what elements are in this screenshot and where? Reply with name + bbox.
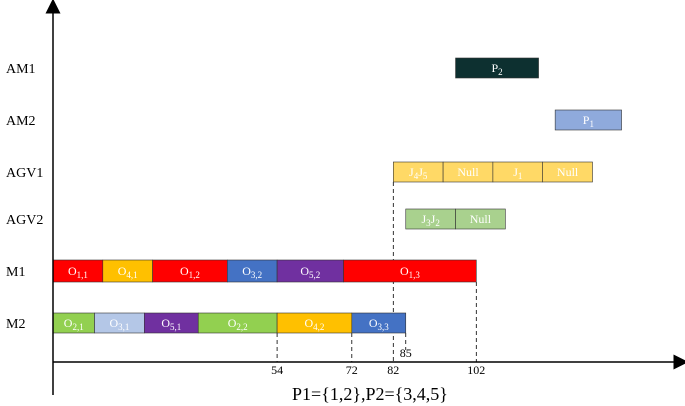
task-bars: O1,1 O4,1 O1,2 O3,2 O5,2 O1,3 O2,1 O3,1 O5,1 O2,2… bbox=[52, 57, 622, 334]
tick-label: 102 bbox=[467, 363, 485, 377]
row-label-m2: M2 bbox=[6, 317, 25, 332]
task-label: O2,1 bbox=[64, 316, 84, 332]
task-bar-am2 bbox=[554, 109, 622, 131]
task-bar-m1 bbox=[343, 259, 477, 283]
task-label: O4,1 bbox=[118, 264, 138, 280]
task-label: J4J5 bbox=[409, 165, 428, 181]
task-label: O5,2 bbox=[300, 264, 320, 280]
task-label: J3J2 bbox=[421, 212, 439, 228]
task-bar-m2 bbox=[351, 312, 407, 334]
row-labels: AM1 AM2 AGV1 AGV2 M1 M2 bbox=[6, 62, 43, 332]
row-label-agv1: AGV1 bbox=[6, 166, 43, 181]
task-label: Null bbox=[457, 165, 479, 179]
row-label-am1: AM1 bbox=[6, 62, 36, 77]
tick-label: 85 bbox=[400, 346, 412, 360]
task-label: O1,1 bbox=[68, 264, 88, 280]
task-label: O1,3 bbox=[400, 264, 420, 280]
task-bar-agv1 bbox=[542, 161, 593, 183]
row-label-agv2: AGV2 bbox=[6, 213, 43, 228]
task-bar-am1 bbox=[455, 57, 539, 79]
x-axis-label: P1={1,2},P2={3,4,5} bbox=[292, 384, 448, 404]
tick-label: 82 bbox=[387, 363, 399, 377]
row-label-am2: AM2 bbox=[6, 114, 36, 129]
tick-label: 72 bbox=[346, 363, 358, 377]
task-label: O2,2 bbox=[228, 316, 248, 332]
task-label: O5,1 bbox=[161, 316, 181, 332]
task-label: O1,2 bbox=[180, 264, 200, 280]
task-label: P2 bbox=[491, 61, 502, 77]
task-label: O3,3 bbox=[369, 316, 389, 332]
task-label: O4,2 bbox=[304, 316, 324, 332]
row-label-m1: M1 bbox=[6, 265, 25, 280]
task-label: J1 bbox=[513, 165, 522, 181]
task-label: O3,2 bbox=[242, 264, 262, 280]
task-label: P1 bbox=[583, 113, 594, 129]
tick-label: 54 bbox=[271, 363, 283, 377]
task-label: O3,1 bbox=[109, 316, 129, 332]
task-label: Null bbox=[557, 165, 579, 179]
task-bar-agv2 bbox=[455, 208, 506, 230]
task-label: Null bbox=[470, 212, 492, 226]
